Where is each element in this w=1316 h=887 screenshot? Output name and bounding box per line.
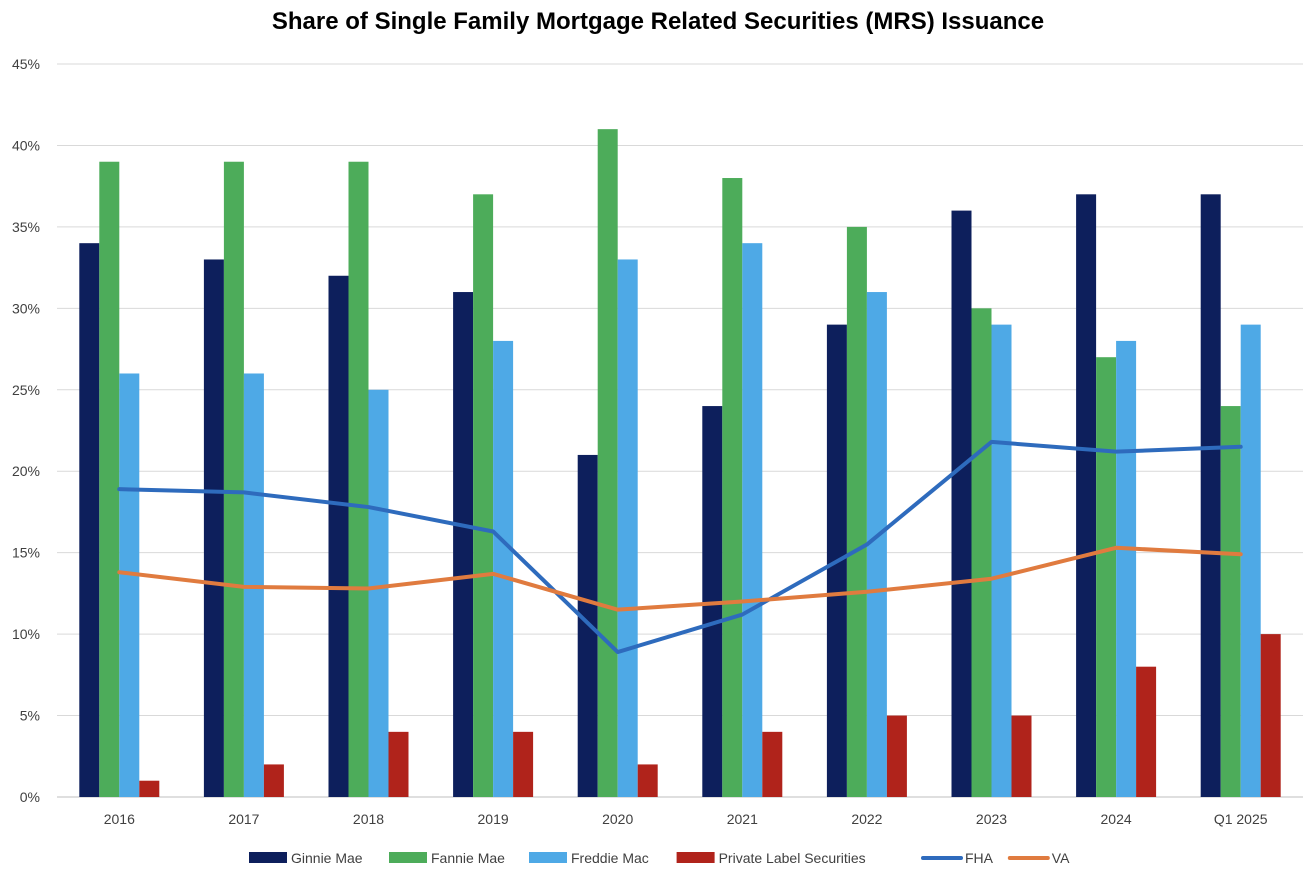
legend-swatch-freddie-mac bbox=[529, 852, 567, 863]
bar-freddie-mac bbox=[742, 243, 763, 797]
x-tick-label: 2017 bbox=[228, 811, 259, 827]
bar-private-label-securities bbox=[637, 764, 658, 797]
y-tick-label: 35% bbox=[12, 219, 40, 235]
bar-private-label-securities bbox=[139, 780, 160, 797]
bar-fannie-mae bbox=[1096, 357, 1117, 797]
bar-fannie-mae bbox=[846, 226, 867, 797]
line-va bbox=[117, 545, 1243, 612]
bar-ginnie-mae bbox=[453, 292, 474, 797]
legend-swatch-private-label-securities bbox=[676, 852, 715, 863]
bar-freddie-mac bbox=[493, 340, 514, 797]
legend-swatch-ginnie-mae bbox=[249, 852, 287, 863]
bar-ginnie-mae bbox=[1200, 194, 1221, 798]
bar-ginnie-mae bbox=[577, 454, 598, 797]
bar-fannie-mae bbox=[971, 308, 992, 797]
bar-freddie-mac bbox=[866, 292, 887, 797]
y-tick-label: 25% bbox=[12, 382, 40, 398]
legend-swatch-fannie-mae bbox=[389, 852, 427, 863]
y-tick-label: 30% bbox=[12, 300, 40, 316]
legend-label-va: VA bbox=[1052, 850, 1070, 866]
y-tick-label: 20% bbox=[12, 463, 40, 479]
x-tick-label: 2022 bbox=[851, 811, 882, 827]
y-tick-label: 5% bbox=[20, 708, 40, 724]
bar-private-label-securities bbox=[513, 731, 534, 797]
bar-private-label-securities bbox=[886, 715, 907, 797]
x-tick-label: 2018 bbox=[353, 811, 384, 827]
y-tick-label: 10% bbox=[12, 626, 40, 642]
y-tick-label: 15% bbox=[12, 545, 40, 561]
bar-private-label-securities bbox=[263, 764, 284, 797]
x-tick-label: Q1 2025 bbox=[1214, 811, 1268, 827]
bar-freddie-mac bbox=[368, 389, 389, 797]
bar-freddie-mac bbox=[119, 373, 140, 797]
bar-ginnie-mae bbox=[1076, 194, 1097, 798]
x-tick-label: 2019 bbox=[478, 811, 509, 827]
y-tick-label: 45% bbox=[12, 56, 40, 72]
legend-label-fha: FHA bbox=[965, 850, 994, 866]
bar-freddie-mac bbox=[617, 259, 638, 797]
chart-title: Share of Single Family Mortgage Related … bbox=[271, 8, 1045, 35]
bar-private-label-securities bbox=[1011, 715, 1032, 797]
bar-private-label-securities bbox=[762, 731, 783, 797]
x-tick-label: 2021 bbox=[727, 811, 758, 827]
bar-private-label-securities bbox=[1136, 666, 1157, 797]
legend-label-freddie-mac: Freddie Mac bbox=[571, 850, 649, 866]
legend-label-fannie-mae: Fannie Mae bbox=[431, 850, 505, 866]
bar-freddie-mac bbox=[1240, 324, 1261, 797]
bar-fannie-mae bbox=[597, 129, 618, 798]
x-tick-label: 2024 bbox=[1101, 811, 1132, 827]
bar-fannie-mae bbox=[348, 161, 369, 797]
bar-fannie-mae bbox=[99, 161, 120, 797]
x-tick-label: 2016 bbox=[104, 811, 135, 827]
bar-fannie-mae bbox=[473, 194, 494, 798]
legend-label-private-label-securities: Private Label Securities bbox=[719, 850, 866, 866]
bar-fannie-mae bbox=[1220, 406, 1241, 797]
bar-ginnie-mae bbox=[951, 210, 972, 798]
bar-freddie-mac bbox=[1116, 340, 1137, 797]
y-tick-label: 40% bbox=[12, 137, 40, 153]
legend-label-ginnie-mae: Ginnie Mae bbox=[291, 850, 363, 866]
line-fha bbox=[117, 439, 1243, 655]
bar-private-label-securities bbox=[1260, 634, 1281, 797]
bar-ginnie-mae bbox=[79, 243, 100, 797]
x-tick-label: 2020 bbox=[602, 811, 633, 827]
bar-freddie-mac bbox=[991, 324, 1012, 797]
bar-fannie-mae bbox=[223, 161, 244, 797]
x-tick-label: 2023 bbox=[976, 811, 1007, 827]
bar-ginnie-mae bbox=[328, 275, 349, 797]
bar-private-label-securities bbox=[388, 731, 409, 797]
y-tick-label: 0% bbox=[20, 789, 40, 805]
bar-ginnie-mae bbox=[203, 259, 224, 797]
bar-fannie-mae bbox=[722, 178, 743, 797]
